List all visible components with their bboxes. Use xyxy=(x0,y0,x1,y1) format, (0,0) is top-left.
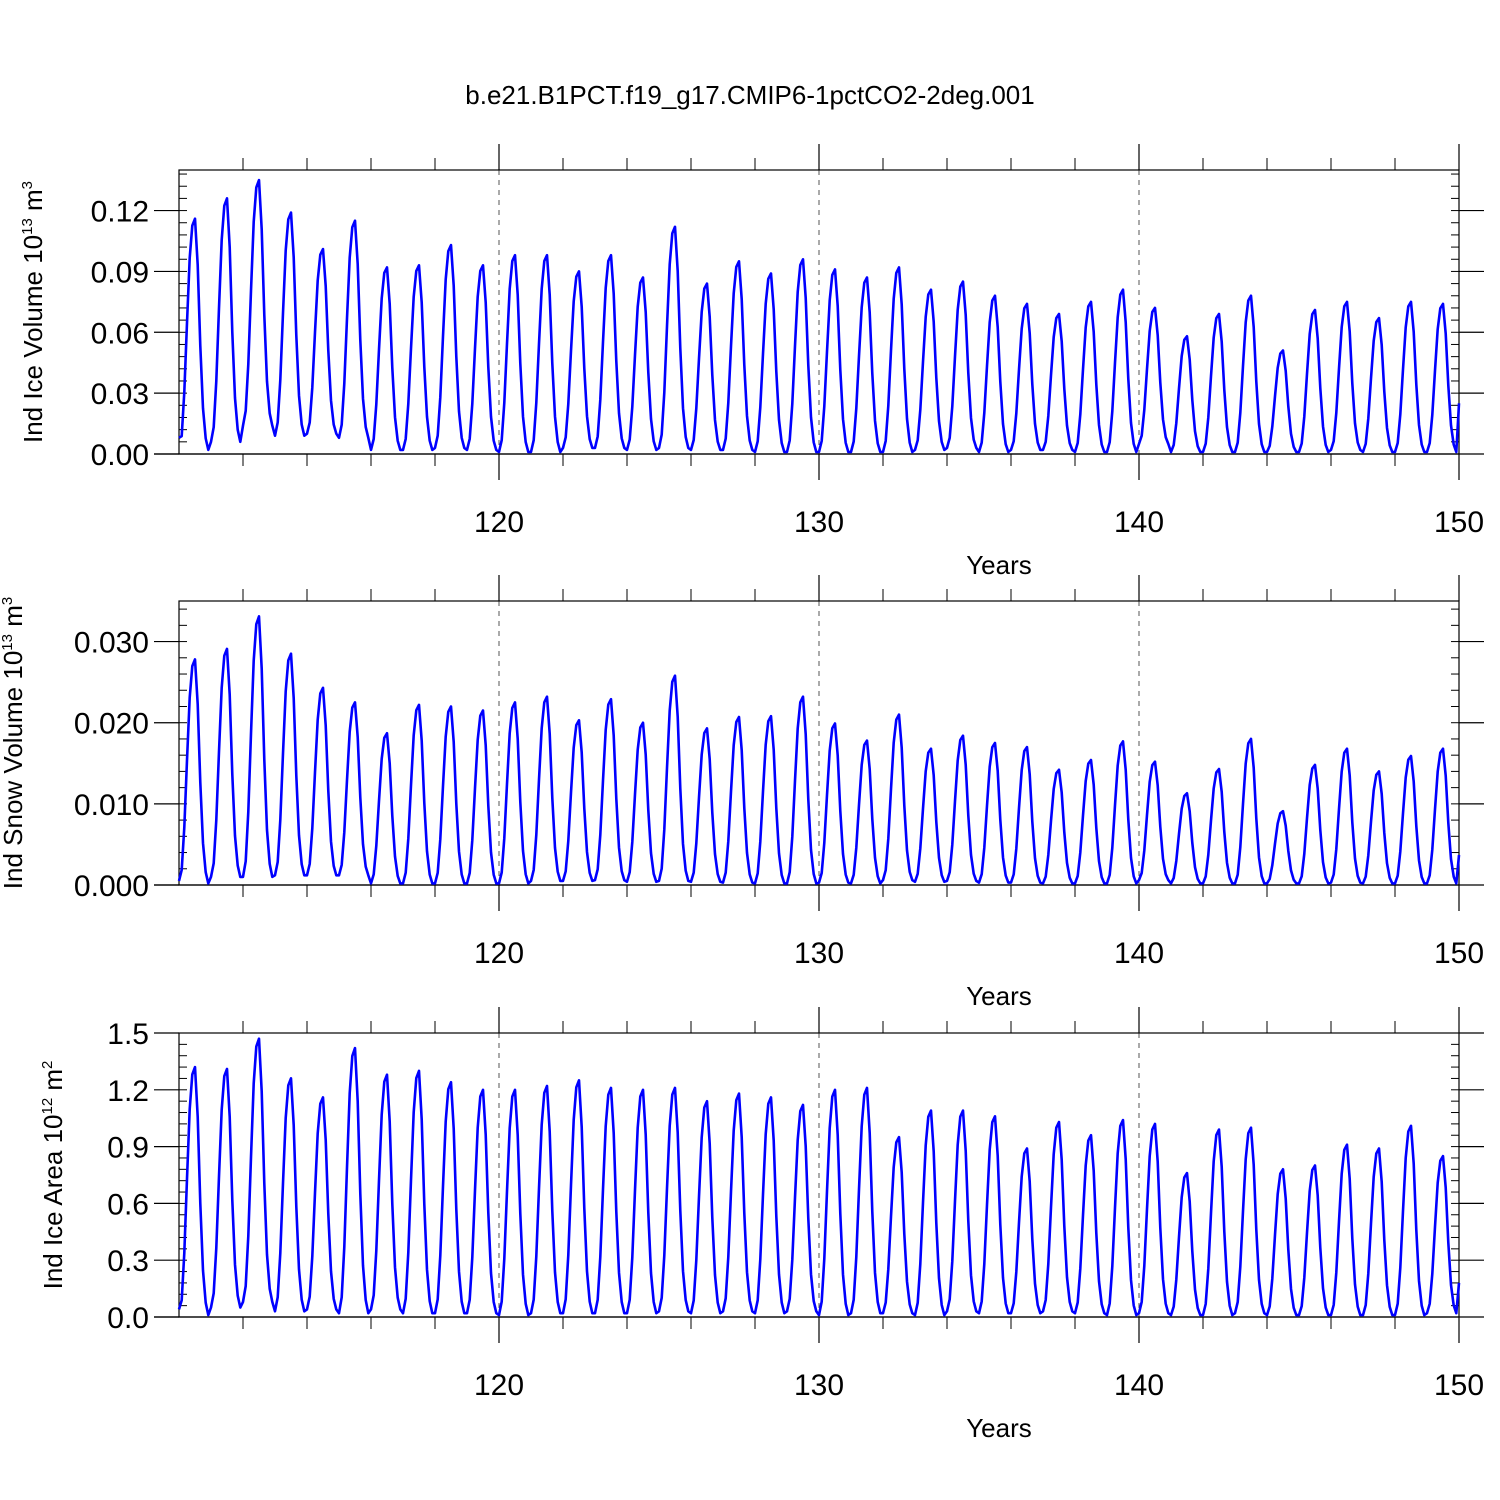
x-tick-label: 120 xyxy=(474,506,524,539)
x-tick-label: 140 xyxy=(1114,1369,1164,1402)
x-tick-label: 130 xyxy=(794,506,844,539)
y-tick-label: 0.06 xyxy=(91,317,149,350)
y-tick-label: 1.2 xyxy=(107,1075,149,1108)
x-axis-title: Years xyxy=(966,981,1032,1011)
x-tick-label: 140 xyxy=(1114,506,1164,539)
x-axis-title: Years xyxy=(966,550,1032,580)
panel-2: 120 130 140 150 0.000 0.010 0.020 0.030 Years Ind… xyxy=(0,575,1484,1011)
y-tick-label: 0.12 xyxy=(91,196,149,229)
panel-1: 120 130 140 150 0.00 0.03 0.06 0.09 0.12 Years Ind… xyxy=(18,144,1484,580)
y-axis-title-unit: m xyxy=(38,1069,68,1098)
y-tick-label: 0.00 xyxy=(91,439,149,472)
series-line-1 xyxy=(177,615,1461,885)
y-axis-title-exponent: 13 xyxy=(19,218,36,235)
y-axis-title: Ind Ice Volume 1013 m3 xyxy=(18,181,48,443)
y-tick-label: 0.020 xyxy=(74,708,149,741)
y-tick-label: 0.030 xyxy=(74,627,149,660)
chart-title: b.e21.B1PCT.f19_g17.CMIP6-1pctCO2-2deg.0… xyxy=(465,80,1035,110)
x-axis-title: Years xyxy=(966,1413,1032,1443)
y-tick-label: 1.5 xyxy=(107,1018,149,1051)
y-axis-title-unit: m xyxy=(18,189,48,218)
x-tick-label: 150 xyxy=(1434,937,1484,970)
panel-3: 120 130 140 150 0.0 0.3 0.6 0.9 1.2 1.5 Years Ind I… xyxy=(38,1007,1484,1443)
x-tick-label: 120 xyxy=(474,1369,524,1402)
y-axis-title: Ind Snow Volume 1013 m3 xyxy=(0,597,28,889)
y-axis-title-text: Ind Snow Volume 10 xyxy=(0,651,28,890)
x-tick-label: 130 xyxy=(794,937,844,970)
y-tick-label: 0.0 xyxy=(107,1302,149,1335)
y-axis-title-text: Ind Ice Volume 10 xyxy=(18,235,48,443)
y-tick-label: 0.9 xyxy=(107,1132,149,1165)
y-axis-title-unit-exponent: 3 xyxy=(0,597,16,605)
series-line-1 xyxy=(178,178,1461,454)
y-axis-title-unit-exponent: 3 xyxy=(19,181,36,189)
series-line-1 xyxy=(177,1037,1461,1317)
y-axis-title-exponent: 12 xyxy=(39,1098,56,1115)
x-tick-label: 140 xyxy=(1114,937,1164,970)
y-tick-label: 0.09 xyxy=(91,256,149,289)
y-axis-title-text: Ind Ice Area 10 xyxy=(38,1115,68,1290)
x-tick-label: 150 xyxy=(1434,506,1484,539)
x-tick-label: 130 xyxy=(794,1369,844,1402)
y-tick-label: 0.03 xyxy=(91,378,149,411)
y-axis-title-exponent: 13 xyxy=(0,634,16,651)
y-tick-label: 0.3 xyxy=(107,1245,149,1278)
y-axis-title-unit: m xyxy=(0,605,28,634)
y-axis-title-unit-exponent: 2 xyxy=(39,1061,56,1069)
y-tick-label: 0.6 xyxy=(107,1188,149,1221)
x-tick-label: 150 xyxy=(1434,1369,1484,1402)
y-tick-label: 0.000 xyxy=(74,870,149,903)
x-tick-label: 120 xyxy=(474,937,524,970)
y-tick-label: 0.010 xyxy=(74,789,149,822)
y-axis-title: Ind Ice Area 1012 m2 xyxy=(38,1061,68,1290)
